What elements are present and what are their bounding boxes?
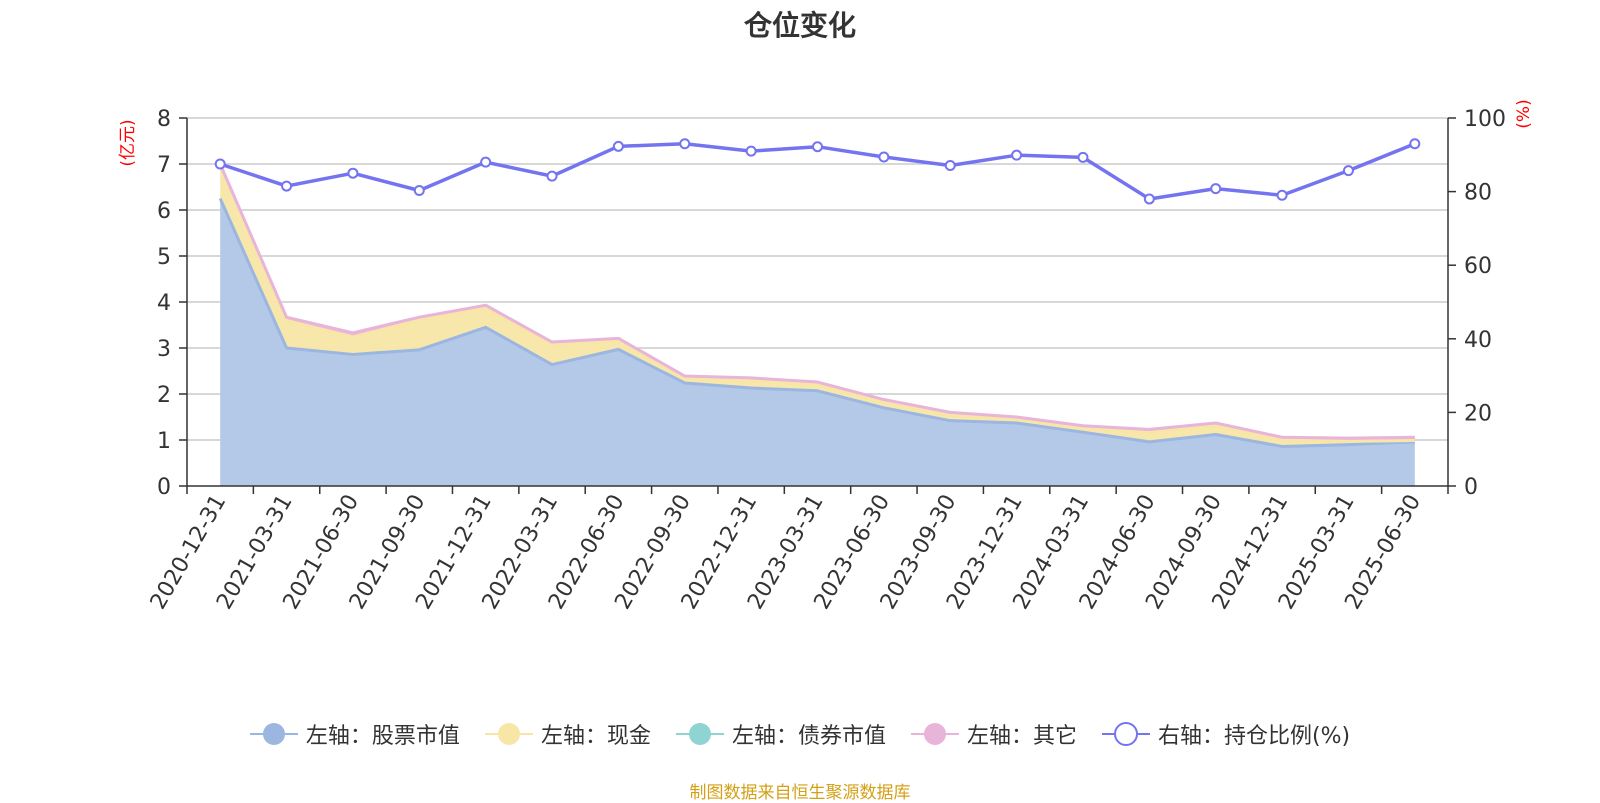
ratio-point-10 (878, 151, 890, 163)
position-change-chart: 012345678020406080100(亿元)(%)2020-12-3120… (118, 99, 1534, 613)
ratio-point-18 (1409, 138, 1421, 150)
legend-cash-label: 左轴：现金 (540, 724, 651, 749)
ratio-point-5 (546, 170, 558, 182)
left-tick-label-3: 3 (157, 337, 171, 362)
legend-other-marker-icon (910, 723, 959, 745)
left-axis-unit-label: (亿元) (118, 119, 138, 166)
ratio-point-7 (679, 138, 691, 150)
right-tick-label-0: 0 (1464, 475, 1478, 500)
legend-item-cash[interactable]: 左轴：现金 (484, 718, 651, 750)
left-tick-label-4: 4 (157, 291, 171, 316)
right-tick-label-4: 80 (1464, 181, 1492, 206)
left-tick-label-6: 6 (157, 199, 171, 224)
line-cash (218, 165, 1415, 443)
legend: 左轴：股票市值 左轴：现金 左轴：债券市值 左轴：其它 右轴：持仓比例(%) (0, 718, 1600, 753)
ratio-point-13 (1077, 151, 1089, 163)
legend-bond-marker-icon (675, 723, 724, 745)
ratio-point-2 (347, 167, 359, 179)
legend-item-other[interactable]: 左轴：其它 (910, 718, 1077, 750)
area-stock (220, 198, 1415, 486)
right-tick-label-5: 100 (1464, 107, 1506, 132)
left-tick-label-1: 1 (157, 429, 171, 454)
ratio-point-3 (413, 184, 425, 196)
ratio-point-17 (1342, 165, 1354, 177)
right-axis-unit-label: (%) (1514, 99, 1534, 128)
right-tick-label-1: 20 (1464, 401, 1492, 426)
line-other (218, 163, 1415, 440)
ratio-point-16 (1276, 189, 1288, 201)
right-tick-label-2: 40 (1464, 328, 1492, 353)
left-tick-label-8: 8 (157, 107, 171, 132)
ratio-point-14 (1143, 193, 1155, 205)
legend-ratio-marker-icon (1101, 722, 1150, 746)
legend-ratio-label: 右轴：持仓比例(%) (1157, 724, 1351, 749)
ratio-point-11 (944, 159, 956, 171)
ratio-point-0 (214, 158, 226, 170)
legend-item-bond[interactable]: 左轴：债券市值 (675, 718, 886, 750)
ratio-point-4 (480, 156, 492, 168)
left-tick-label-2: 2 (157, 383, 171, 408)
ratio-point-12 (1011, 149, 1023, 161)
ratio-point-1 (281, 180, 293, 192)
left-tick-label-0: 0 (157, 475, 171, 500)
legend-stock-marker-icon (249, 723, 298, 745)
legend-bond-label: 左轴：债券市值 (731, 724, 886, 749)
ratio-point-8 (745, 145, 757, 157)
ratio-point-6 (612, 140, 624, 152)
legend-item-ratio[interactable]: 右轴：持仓比例(%) (1101, 718, 1351, 750)
line-stock (218, 197, 1415, 448)
legend-other-label: 左轴：其它 (966, 724, 1077, 749)
left-tick-label-7: 7 (157, 153, 171, 178)
ratio-point-15 (1210, 183, 1222, 195)
left-tick-label-5: 5 (157, 245, 171, 270)
ratio-point-9 (812, 141, 823, 153)
right-tick-label-3: 60 (1464, 254, 1492, 279)
data-source-note: 制图数据来自恒生聚源数据库 (689, 783, 911, 803)
legend-stock-label: 左轴：股票市值 (305, 724, 460, 749)
chart-title: 仓位变化 (743, 9, 856, 42)
legend-item-stock[interactable]: 左轴：股票市值 (249, 718, 460, 750)
legend-cash-marker-icon (484, 723, 533, 745)
